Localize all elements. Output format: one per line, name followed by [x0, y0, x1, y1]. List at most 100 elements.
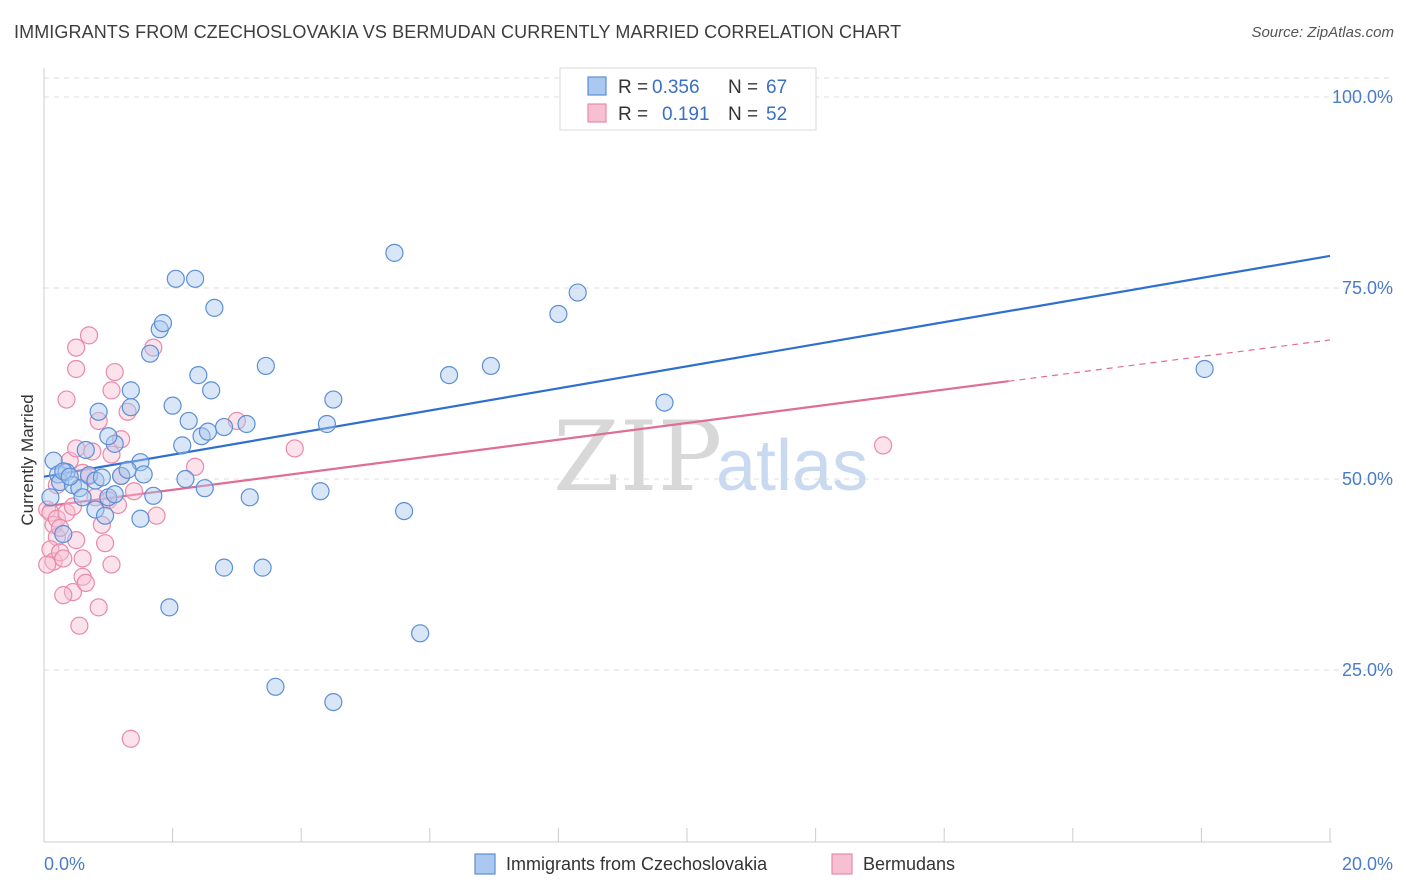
point-bermudans: [186, 457, 205, 476]
point-czechoslovakia: [411, 624, 430, 643]
point-czechoslovakia: [163, 396, 182, 415]
legend-r-label-1: R =: [618, 77, 648, 98]
point-czechoslovakia: [176, 469, 195, 489]
legend-swatch-pink: [587, 103, 607, 123]
point-czechoslovakia: [549, 304, 568, 324]
point-bermudans: [73, 549, 92, 568]
point-czechoslovakia: [202, 381, 221, 400]
point-bermudans: [874, 436, 893, 455]
axes: [43, 68, 1332, 843]
point-bermudans: [95, 534, 115, 553]
legend-n-value-2: 52: [766, 104, 787, 125]
legend-n-value-1: 67: [766, 77, 787, 98]
x-tick-label-min: 0.0%: [44, 854, 85, 874]
point-czechoslovakia: [205, 298, 224, 317]
point-czechoslovakia: [105, 485, 124, 504]
point-czechoslovakia: [73, 488, 92, 507]
chart-source: Source: ZipAtlas.com: [1251, 24, 1394, 41]
trend-line-bermudans-extension: [1008, 339, 1331, 382]
point-czechoslovakia: [481, 356, 500, 376]
point-bermudans: [38, 555, 57, 574]
point-czechoslovakia: [266, 677, 285, 696]
point-bermudans: [121, 729, 140, 748]
series-bermudans-points: [38, 326, 893, 748]
series-legend: Immigrants from Czechoslovakia Bermudans: [474, 853, 955, 875]
point-czechoslovakia: [131, 509, 150, 528]
point-bermudans: [102, 381, 121, 400]
point-bermudans: [285, 439, 304, 458]
point-bermudans: [89, 411, 108, 431]
bottom-legend-swatch-pink: [831, 853, 853, 875]
point-czechoslovakia: [89, 402, 108, 421]
point-czechoslovakia: [189, 365, 208, 385]
bottom-legend-label-czechoslovakia: Immigrants from Czechoslovakia: [506, 854, 768, 874]
point-bermudans: [54, 586, 73, 605]
point-czechoslovakia: [118, 460, 137, 479]
point-czechoslovakia: [160, 598, 179, 617]
trend-line-czechoslovakia: [43, 254, 1331, 478]
point-bermudans: [67, 338, 86, 357]
gridlines: [44, 77, 1393, 671]
point-bermudans: [147, 506, 166, 525]
point-bermudans: [124, 482, 144, 501]
trend-lines: [43, 254, 1331, 508]
point-czechoslovakia: [105, 434, 124, 453]
x-tick-label-max: 20.0%: [1342, 854, 1393, 874]
point-bermudans: [105, 362, 124, 382]
chart-title: IMMIGRANTS FROM CZECHOSLOVAKIA VS BERMUD…: [14, 22, 902, 42]
legend-r-label-2: R =: [618, 104, 648, 125]
y-tick-label-25: 25.0%: [1342, 660, 1393, 680]
point-czechoslovakia: [655, 393, 674, 412]
point-bermudans: [83, 442, 102, 461]
point-czechoslovakia: [324, 692, 343, 712]
legend-n-label-2: N =: [728, 104, 758, 125]
point-czechoslovakia: [121, 398, 140, 417]
point-czechoslovakia: [317, 414, 337, 434]
point-bermudans: [79, 326, 99, 345]
stats-legend: R = 0.356 N = 67 R = 0.191 N = 52: [559, 67, 817, 131]
point-czechoslovakia: [214, 558, 234, 577]
trend-line-bermudans: [43, 380, 1009, 508]
point-czechoslovakia: [439, 365, 459, 385]
legend-n-label-1: N =: [728, 77, 758, 98]
point-bermudans: [63, 497, 83, 516]
point-czechoslovakia: [253, 558, 272, 577]
point-czechoslovakia: [311, 482, 330, 501]
bottom-legend-label-bermudans: Bermudans: [863, 854, 955, 874]
point-bermudans: [89, 598, 108, 617]
point-czechoslovakia: [60, 467, 79, 486]
point-czechoslovakia: [198, 422, 218, 441]
point-czechoslovakia: [186, 269, 205, 288]
watermark-zip: ZIP: [553, 401, 722, 513]
point-bermudans: [108, 495, 128, 515]
legend-r-value-1: 0.356: [652, 77, 700, 98]
point-czechoslovakia: [166, 269, 185, 288]
point-czechoslovakia: [173, 436, 192, 455]
point-czechoslovakia: [240, 488, 259, 507]
point-czechoslovakia: [144, 486, 163, 505]
point-czechoslovakia: [76, 440, 95, 460]
point-bermudans: [70, 616, 89, 635]
point-czechoslovakia: [214, 417, 234, 437]
y-tick-label-50: 50.0%: [1342, 469, 1393, 489]
point-czechoslovakia: [1195, 359, 1214, 379]
point-czechoslovakia: [99, 427, 118, 446]
legend-r-value-2: 0.191: [662, 104, 710, 125]
point-bermudans: [54, 549, 73, 568]
point-czechoslovakia: [324, 390, 343, 409]
point-czechoslovakia: [95, 506, 115, 525]
watermark-atlas: atlas: [716, 426, 868, 506]
point-bermudans: [76, 573, 95, 593]
point-czechoslovakia: [256, 356, 275, 376]
point-czechoslovakia: [237, 414, 256, 434]
point-czechoslovakia: [86, 500, 105, 519]
point-bermudans: [67, 359, 86, 379]
y-tick-label-100: 100.0%: [1332, 87, 1393, 107]
bottom-legend-swatch-blue: [474, 853, 496, 875]
point-bermudans: [102, 555, 121, 574]
point-czechoslovakia: [195, 479, 214, 498]
point-bermudans: [102, 445, 121, 464]
point-czechoslovakia: [153, 314, 173, 333]
point-czechoslovakia: [385, 243, 404, 262]
